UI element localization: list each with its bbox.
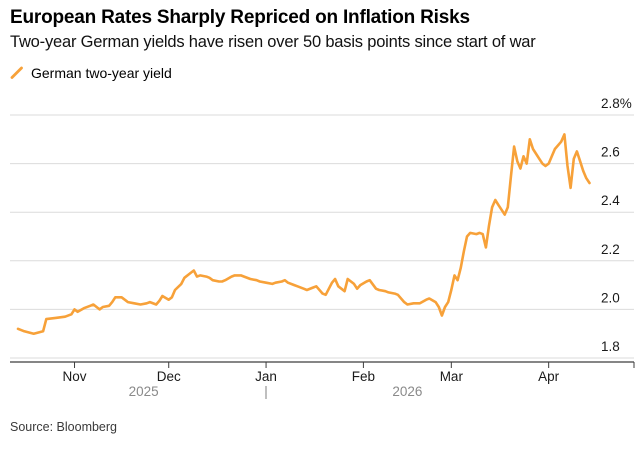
- y-tick-label: 2.0: [601, 290, 620, 305]
- y-tick-label: 2.8%: [601, 96, 632, 111]
- month-tick-label: Dec: [157, 369, 181, 384]
- page-title: European Rates Sharply Repriced on Infla…: [10, 7, 470, 28]
- source-note: Source: Bloomberg: [10, 420, 118, 434]
- year-divider: |: [264, 384, 268, 399]
- month-tick-label: Jan: [255, 369, 277, 384]
- month-tick-label: Nov: [63, 369, 87, 384]
- legend-series-label: German two-year yield: [31, 65, 172, 81]
- month-tick-label: Mar: [440, 369, 464, 384]
- yield-line: [16, 133, 591, 336]
- y-tick-label: 2.2: [601, 242, 620, 257]
- month-tick-label: Apr: [538, 369, 560, 384]
- y-tick-label: 1.8: [601, 339, 620, 354]
- series-slash-icon: [10, 66, 23, 79]
- legend: German two-year yield: [10, 65, 172, 81]
- y-tick-label: 2.6: [601, 145, 620, 160]
- page-subtitle: Two-year German yields have risen over 5…: [10, 33, 536, 51]
- y-tick-label: 2.4: [601, 193, 620, 208]
- year-label: 2025: [129, 384, 159, 399]
- month-tick-label: Feb: [352, 369, 375, 384]
- year-label: 2026: [392, 384, 422, 399]
